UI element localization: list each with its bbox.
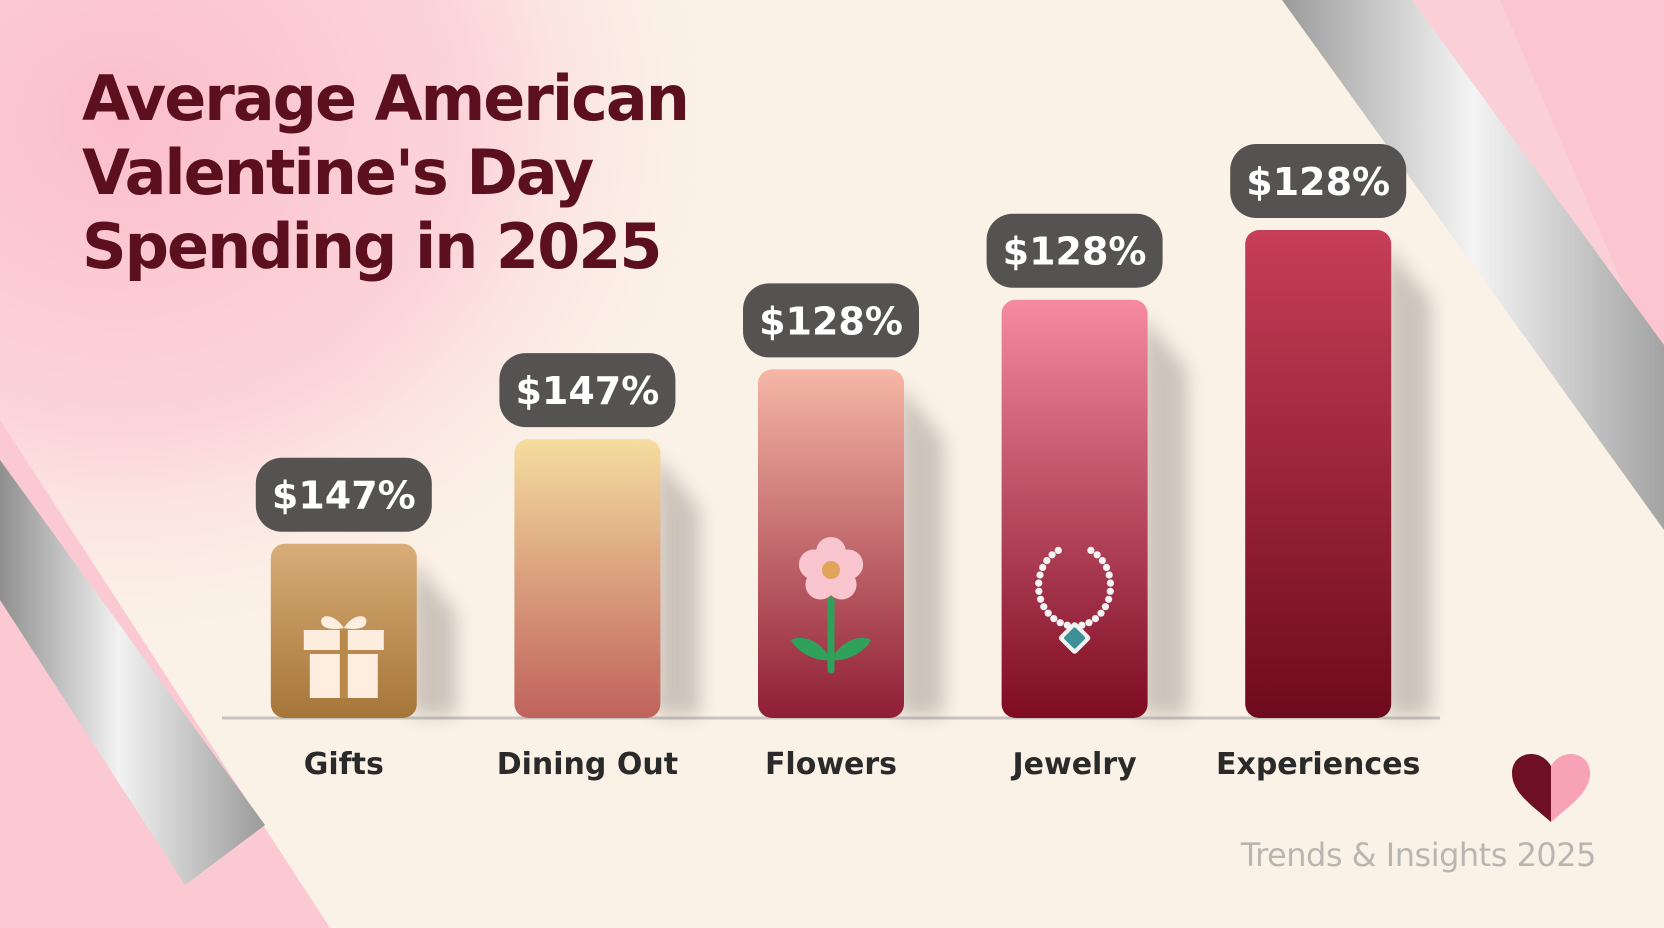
value-pill-bg <box>255 457 432 532</box>
data-label: $128% <box>1246 160 1390 204</box>
flower-icon <box>791 537 871 674</box>
category-label: Jewelry <box>1010 747 1137 782</box>
category-label: Experiences <box>1216 747 1420 782</box>
value-pill: $128% <box>743 283 919 358</box>
bar-experiences <box>1245 230 1392 718</box>
title-line-1: Average American <box>82 62 690 135</box>
value-pill-bg <box>1230 144 1407 218</box>
bar-dining-out <box>514 439 661 718</box>
value-pill: $147% <box>255 457 432 532</box>
value-pill: $128% <box>986 213 1163 288</box>
title-line-2: Valentine's Day <box>82 136 594 209</box>
bar-jewelry <box>1001 299 1148 718</box>
category-label: Gifts <box>304 747 384 782</box>
chart-title: Average American Valentine's Day Spendin… <box>82 62 722 284</box>
bar-shadow <box>410 557 457 716</box>
bar-shadow <box>1141 313 1188 716</box>
value-pill-bg <box>743 283 919 358</box>
heart-icon <box>1512 754 1590 822</box>
value-pill-bg <box>499 353 676 428</box>
bar-shadow <box>898 383 944 716</box>
data-label: $147% <box>515 369 659 413</box>
value-pill-bg <box>986 213 1163 288</box>
necklace-icon <box>1035 546 1115 654</box>
bar-shadow <box>654 453 701 716</box>
gift-icon <box>303 616 384 698</box>
data-label: $147% <box>272 474 416 518</box>
bar-shadow <box>1385 244 1432 716</box>
value-pill: $147% <box>499 353 676 428</box>
category-label: Flowers <box>765 747 897 782</box>
footer-caption: Trends & Insights 2025 <box>1240 836 1597 874</box>
data-label: $128% <box>1003 230 1147 274</box>
data-label: $128% <box>759 299 903 343</box>
value-pill: $128% <box>1230 144 1407 218</box>
title-line-3: Spending in 2025 <box>82 210 663 283</box>
category-label: Dining Out <box>497 747 678 782</box>
